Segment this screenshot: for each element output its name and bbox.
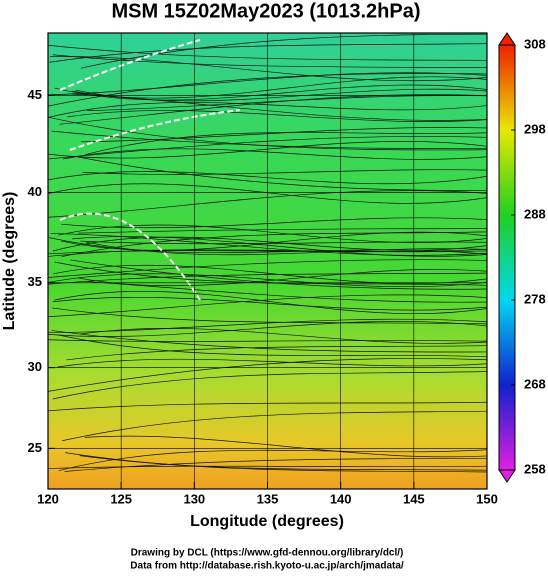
streamline: [63, 148, 487, 160]
streamline: [66, 345, 487, 361]
y-tick-label: 30: [28, 359, 42, 374]
streamline: [57, 358, 487, 368]
colorbar-extend: [498, 32, 516, 46]
streamline: [48, 272, 487, 285]
streamline: [48, 339, 487, 342]
streamline: [48, 465, 487, 469]
y-tick-label: 25: [28, 440, 42, 455]
streamline: [67, 110, 487, 122]
y-tick-label: 45: [28, 87, 42, 102]
streamline: [48, 358, 487, 392]
streamline: [64, 457, 487, 472]
isotherm: [59, 39, 201, 91]
colorbar-tick-label: 268: [524, 376, 546, 391]
streamline: [70, 259, 487, 290]
streamline: [48, 73, 487, 107]
streamline: [80, 33, 487, 69]
isotherm: [69, 109, 241, 151]
x-tick-label: 125: [110, 491, 132, 506]
streamline: [48, 318, 487, 334]
streamline: [48, 141, 487, 159]
streamline: [48, 44, 487, 61]
streamline: [52, 236, 487, 252]
streamline: [49, 136, 487, 160]
streamline: [52, 296, 487, 311]
streamline: [61, 231, 487, 251]
streamline: [58, 449, 487, 471]
credit: Data from http://database.rish.kyoto-u.a…: [130, 561, 404, 572]
streamline: [52, 371, 487, 400]
streamlines: [48, 33, 487, 473]
credit: Drawing by DCL (https://www.gfd-dennou.o…: [131, 548, 404, 559]
colorbar-tick-label: 288: [524, 206, 546, 221]
streamline: [87, 281, 487, 303]
y-axis-label: Latitude (degrees): [1, 192, 18, 331]
plot-frame: [47, 32, 488, 490]
streamline: [57, 334, 487, 358]
streamline: [85, 132, 487, 155]
streamline: [51, 330, 487, 353]
y-tick-label: 40: [28, 184, 42, 199]
streamline: [71, 93, 487, 121]
streamline: [54, 84, 487, 101]
streamline: [48, 171, 487, 185]
streamline: [48, 248, 487, 257]
streamline: [77, 269, 487, 287]
colorbar-tick-label: 308: [524, 36, 546, 51]
streamline: [52, 307, 487, 325]
streamline: [58, 224, 487, 243]
isotherm: [59, 212, 201, 301]
streamline: [73, 155, 487, 191]
streamline: [80, 240, 487, 245]
streamline: [48, 401, 487, 412]
x-tick-label: 130: [183, 491, 205, 506]
colorbar: [498, 44, 516, 471]
streamline: [50, 233, 487, 256]
streamline: [52, 54, 487, 69]
streamline: [50, 56, 487, 82]
streamline: [48, 236, 487, 255]
y-tick-label: 35: [28, 274, 42, 289]
colorbar-tick-label: 258: [524, 461, 546, 476]
x-tick-label: 140: [330, 491, 352, 506]
streamline: [48, 259, 487, 278]
streamline: [84, 435, 487, 458]
streamline: [71, 76, 487, 99]
streamline: [48, 250, 487, 255]
streamline: [48, 183, 487, 204]
streamline: [82, 169, 487, 175]
x-tick-label: 120: [37, 491, 59, 506]
x-tick-label: 135: [257, 491, 279, 506]
colorbar-tick-label: 278: [524, 291, 546, 306]
streamline: [80, 328, 487, 344]
streamline: [65, 452, 487, 473]
streamline: [81, 127, 487, 143]
streamline: [48, 294, 487, 318]
streamline: [54, 290, 487, 314]
streamline: [62, 410, 487, 442]
chart-title: MSM 15Z02May2023 (1013.2hPa): [111, 0, 420, 22]
colorbar-extend: [498, 469, 516, 483]
streamline: [48, 321, 487, 337]
streamline: [72, 236, 487, 257]
x-tick-label: 145: [403, 491, 425, 506]
colorbar-tick-label: 298: [524, 121, 546, 136]
streamline: [48, 102, 487, 118]
streamline: [60, 217, 487, 229]
streamline: [49, 43, 487, 63]
x-axis-label: Longitude (degrees): [190, 513, 344, 530]
x-tick-label: 150: [476, 491, 498, 506]
